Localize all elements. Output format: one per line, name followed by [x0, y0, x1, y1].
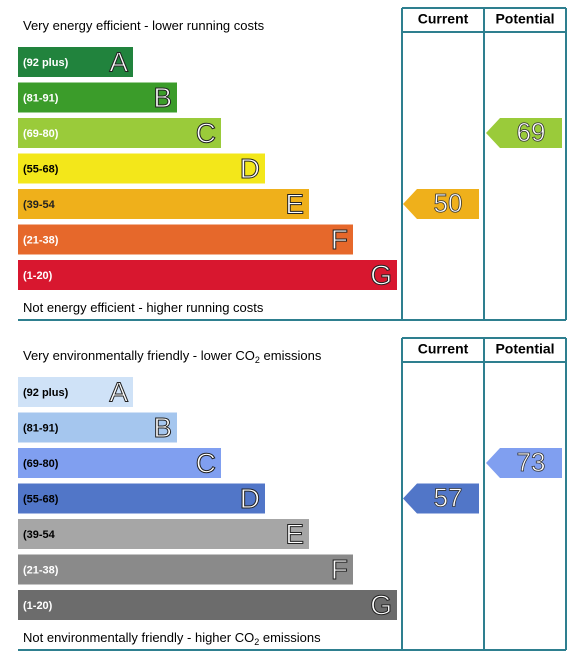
- header-current: Current: [418, 341, 469, 357]
- band-letter: C: [196, 117, 216, 148]
- band-letter: D: [240, 153, 260, 184]
- band-letter: C: [196, 447, 216, 478]
- band-bar: [18, 82, 177, 113]
- band-letter: B: [153, 82, 172, 113]
- band-letter: G: [370, 259, 392, 290]
- top-label-part: Very environmentally friendly - lower CO: [23, 348, 255, 363]
- bottom-label-part: Not energy efficient - higher running co…: [23, 300, 264, 315]
- band-letter: F: [331, 554, 348, 585]
- panel-frame: [18, 7, 567, 321]
- band-letter: A: [109, 46, 128, 77]
- header-potential: Potential: [495, 341, 554, 357]
- band-range: (81-91): [23, 92, 59, 104]
- band-bar: [18, 519, 309, 549]
- current-arrow: [403, 189, 479, 219]
- band-range: (69-80): [23, 128, 59, 140]
- potential-value: 73: [517, 447, 546, 477]
- band-bar: [18, 153, 265, 184]
- band-range: (69-80): [23, 458, 59, 470]
- bottom-label-part: emissions: [259, 630, 321, 645]
- band-bar: [18, 47, 133, 77]
- band-range: (21-38): [23, 564, 59, 576]
- current-arrow: [403, 483, 479, 514]
- band-bar: [18, 260, 397, 290]
- panel-frame: [18, 337, 567, 651]
- bottom-label: Not environmentally friendly - higher CO…: [23, 630, 321, 647]
- bottom-label-part: 2: [254, 637, 259, 647]
- band-bar: [18, 448, 221, 478]
- band-letter: A: [109, 376, 128, 407]
- top-label-part: 2: [255, 355, 260, 365]
- band-range: (39-54: [23, 529, 56, 541]
- band-range: (1-20): [23, 270, 53, 282]
- header-current: Current: [418, 11, 469, 27]
- header-potential: Potential: [495, 11, 554, 27]
- band-range: (55-68): [23, 163, 59, 175]
- band-range: (1-20): [23, 600, 53, 612]
- band-range: (92 plus): [23, 387, 69, 399]
- band-range: (81-91): [23, 422, 59, 434]
- band-bar: [18, 189, 309, 219]
- top-label-part: Very energy efficient - lower running co…: [23, 18, 265, 33]
- band-range: (21-38): [23, 234, 59, 246]
- band-bar: [18, 377, 133, 407]
- band-letter: B: [153, 412, 172, 443]
- band-range: (92 plus): [23, 57, 69, 69]
- band-letter: D: [240, 483, 260, 514]
- band-bar: [18, 118, 221, 148]
- band-bar: [18, 483, 265, 514]
- band-range: (55-68): [23, 493, 59, 505]
- band-letter: F: [331, 224, 348, 255]
- top-label-part: emissions: [260, 348, 322, 363]
- band-letter: G: [370, 589, 392, 620]
- band-bar: [18, 412, 177, 443]
- potential-arrow: [486, 448, 562, 478]
- band-letter: E: [285, 518, 304, 549]
- current-value: 57: [434, 482, 463, 512]
- potential-arrow: [486, 118, 562, 148]
- top-label: Very energy efficient - lower running co…: [23, 18, 265, 33]
- band-bar: [18, 554, 353, 585]
- band-range: (39-54: [23, 199, 56, 211]
- current-value: 50: [434, 188, 463, 218]
- bottom-label-part: Not environmentally friendly - higher CO: [23, 630, 254, 645]
- bottom-label: Not energy efficient - higher running co…: [23, 300, 264, 315]
- potential-value: 69: [517, 117, 546, 147]
- band-bar: [18, 590, 397, 620]
- band-bar: [18, 224, 353, 255]
- top-label: Very environmentally friendly - lower CO…: [23, 348, 322, 365]
- band-letter: E: [285, 188, 304, 219]
